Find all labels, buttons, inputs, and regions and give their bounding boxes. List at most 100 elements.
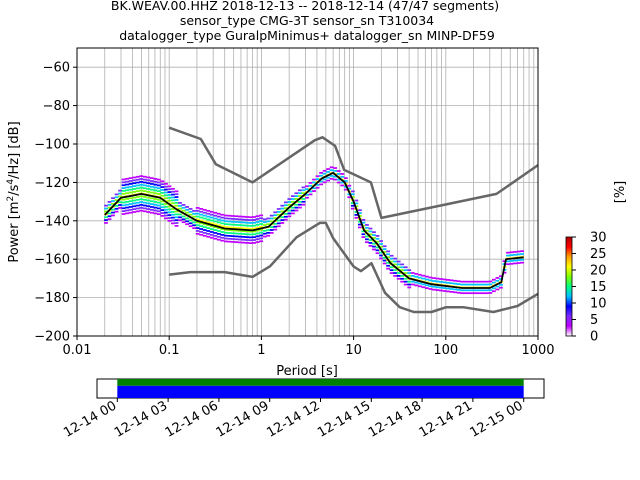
density-cell xyxy=(202,211,207,214)
density-cell xyxy=(209,210,214,213)
density-cell xyxy=(463,292,468,295)
density-cell xyxy=(121,187,126,189)
density-cell xyxy=(400,263,405,266)
density-cell xyxy=(368,242,373,244)
density-cell xyxy=(114,210,119,213)
x-tick-label: 10 xyxy=(345,343,362,358)
density-cell xyxy=(333,170,338,172)
ppsd-plot: 0.01 0.1 1 10 100 1000 −200 −180 −160 −140 −120 −1… xyxy=(6,47,555,379)
density-cell xyxy=(248,227,253,230)
density-cell xyxy=(164,214,168,217)
density-cell xyxy=(290,195,295,198)
density-cell xyxy=(456,280,461,283)
density-cell xyxy=(114,193,119,196)
density-cell xyxy=(298,189,302,192)
density-cell xyxy=(252,233,257,236)
density-cell xyxy=(389,269,394,272)
density-cell xyxy=(474,292,479,295)
density-cell xyxy=(195,224,200,227)
density-cell xyxy=(104,222,108,224)
density-cell xyxy=(220,216,225,219)
density-cell xyxy=(520,261,525,264)
density-cell xyxy=(382,256,387,259)
density-cell xyxy=(252,236,257,239)
density-cell xyxy=(121,198,126,201)
density-cell xyxy=(513,259,517,262)
density-cell xyxy=(195,232,200,235)
density-cell xyxy=(139,189,144,192)
density-cell xyxy=(252,230,257,233)
density-cell xyxy=(209,233,214,236)
density-cell xyxy=(347,196,352,199)
density-cell xyxy=(340,175,345,178)
density-cell xyxy=(509,254,514,257)
density-cell xyxy=(350,204,355,207)
density-cell xyxy=(245,233,249,236)
density-cell xyxy=(396,263,401,266)
density-cell xyxy=(499,283,503,286)
density-cell xyxy=(407,275,412,277)
density-cell xyxy=(125,180,130,183)
density-cell xyxy=(396,277,401,280)
density-cell xyxy=(424,287,429,289)
density-cell xyxy=(142,204,147,207)
density-cell xyxy=(290,209,295,212)
density-cell xyxy=(209,213,214,216)
density-cell xyxy=(403,277,408,280)
density-cell xyxy=(308,182,313,184)
density-cell xyxy=(206,215,211,218)
density-cell xyxy=(181,215,186,218)
density-cell xyxy=(156,213,161,216)
density-cell xyxy=(262,232,267,235)
density-cell xyxy=(209,219,214,222)
density-cell xyxy=(245,236,249,238)
y-axis: −200 −180 −160 −140 −120 −100 −80 −60 xyxy=(34,61,77,345)
density-cell xyxy=(389,266,394,269)
density-cell xyxy=(403,269,408,272)
density-cell xyxy=(301,192,306,195)
density-cell xyxy=(202,223,207,226)
density-cell xyxy=(400,275,405,277)
density-cell xyxy=(164,194,168,197)
density-cell xyxy=(146,182,151,185)
density-cell xyxy=(255,215,260,218)
density-cell xyxy=(195,227,200,229)
density-cell xyxy=(298,192,302,195)
density-cell xyxy=(160,183,165,186)
density-cell xyxy=(125,212,130,215)
density-cell xyxy=(171,193,175,196)
density-cell xyxy=(453,279,458,282)
density-cell xyxy=(121,213,126,215)
timeline-tick-label: 12-15 00 xyxy=(468,398,526,440)
density-cell xyxy=(283,218,288,221)
density-cell xyxy=(132,196,137,199)
density-cell xyxy=(474,280,479,283)
density-cell xyxy=(276,213,281,216)
title-line-1: BK.WEAV.00.HHZ 2018-12-13 -- 2018-12-14 … xyxy=(111,0,499,13)
density-cell xyxy=(146,196,151,199)
density-cell xyxy=(393,269,398,272)
density-cell xyxy=(185,206,189,208)
title-line-2: sensor_type CMG-3T sensor_sn T310034 xyxy=(180,13,434,28)
density-cell xyxy=(357,226,362,229)
density-cell xyxy=(167,208,172,211)
density-cell xyxy=(156,178,161,181)
density-cell xyxy=(156,190,161,192)
series-mode-line xyxy=(104,171,524,289)
density-cell xyxy=(516,262,521,264)
density-cell xyxy=(361,224,366,227)
density-cell xyxy=(178,202,182,204)
density-cell xyxy=(220,239,225,242)
density-cell xyxy=(174,190,179,193)
density-cell xyxy=(209,228,214,230)
density-cell xyxy=(174,222,179,224)
density-cell xyxy=(329,177,334,180)
density-cell xyxy=(241,233,246,235)
density-cell xyxy=(298,200,302,203)
density-cell xyxy=(259,231,264,234)
density-cell xyxy=(125,206,130,209)
density-cell xyxy=(484,280,489,283)
density-cell xyxy=(491,281,496,284)
density-cell xyxy=(135,210,140,213)
